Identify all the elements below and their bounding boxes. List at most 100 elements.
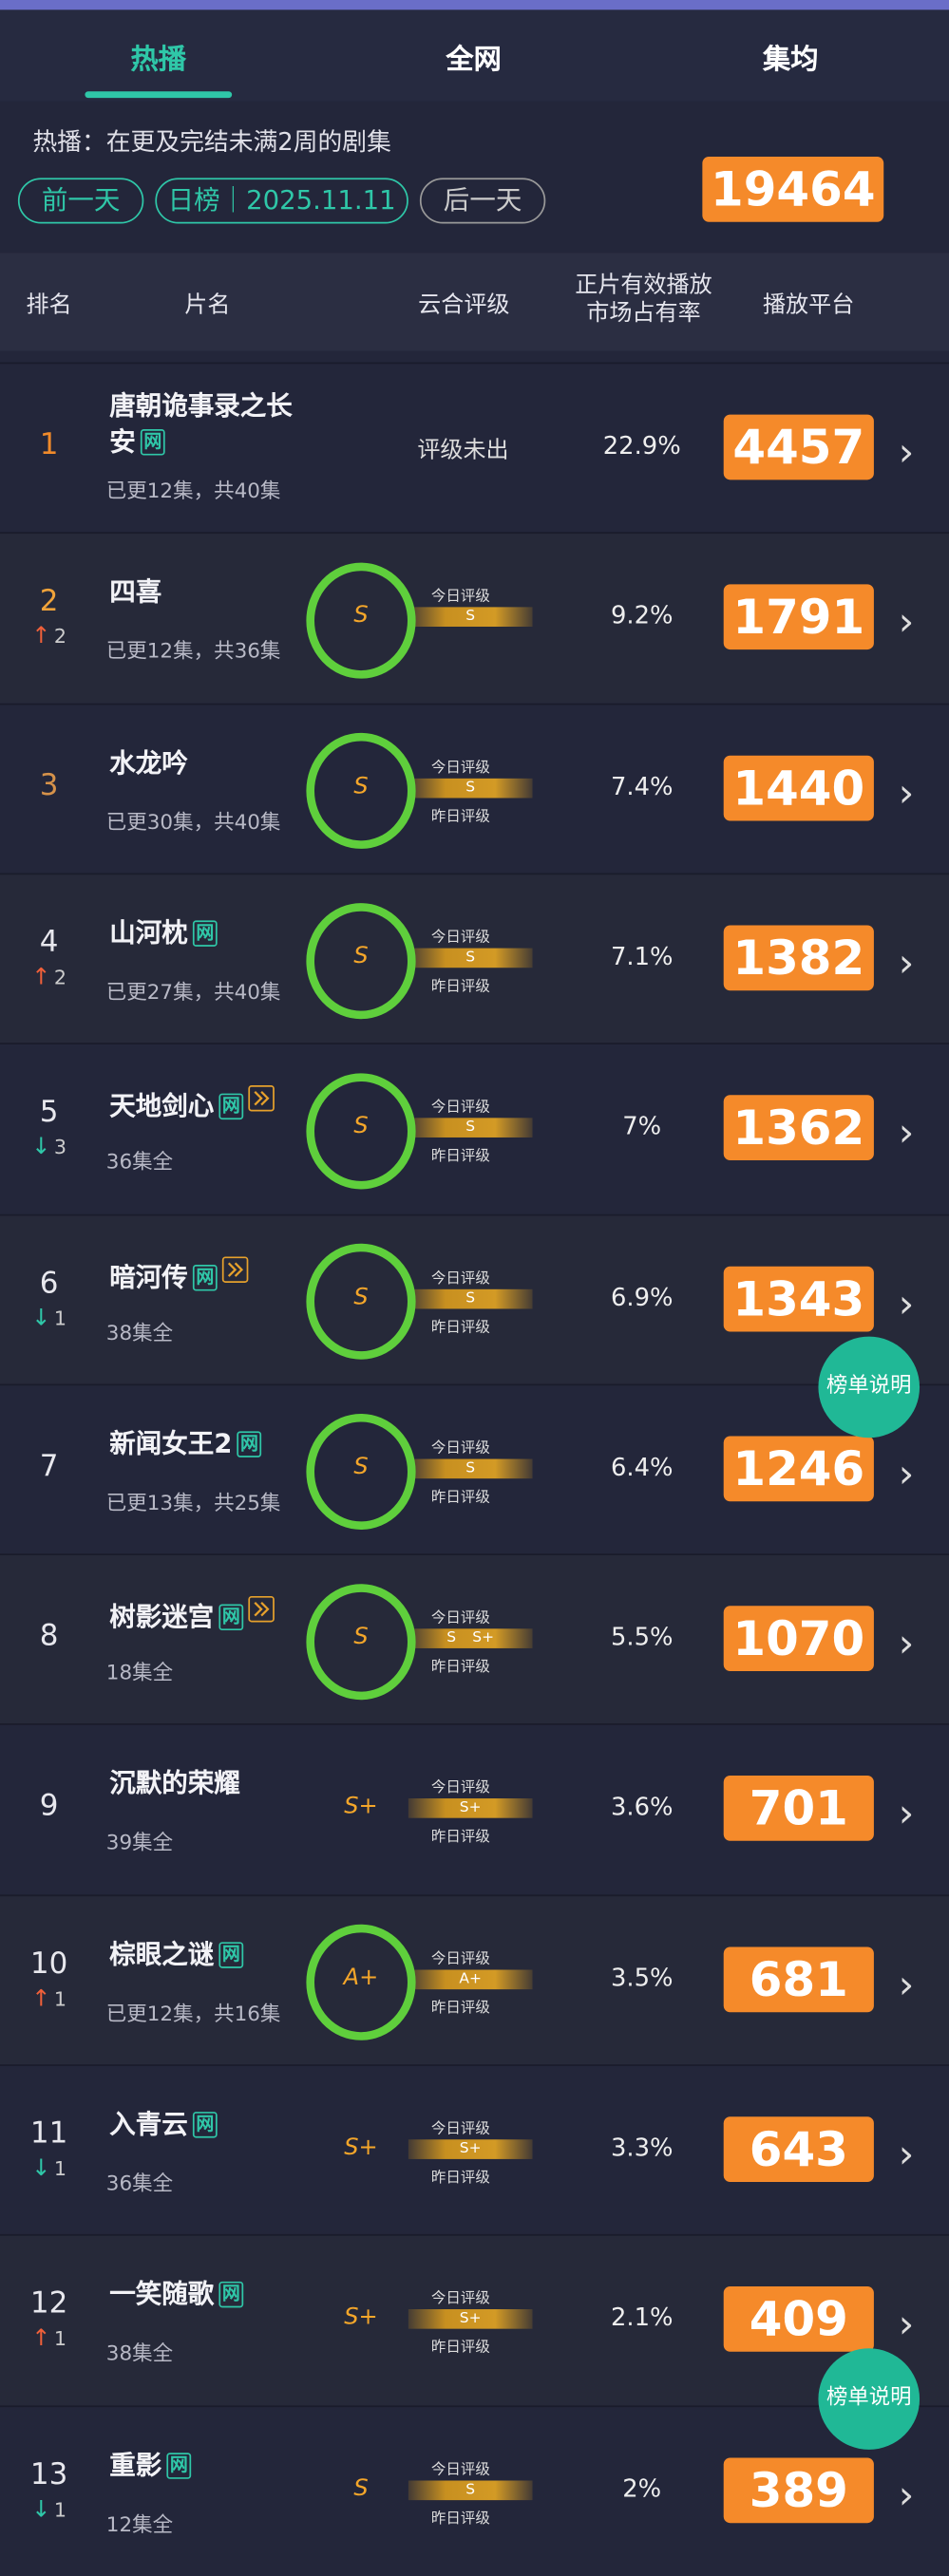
rating: S [353,2474,369,2502]
rating: S [353,602,369,630]
row-arrow: › [898,1450,915,1496]
tag: 网 [237,1430,262,1457]
show-title: 入青云网 [109,2107,313,2143]
bar-rating: S [465,1119,476,1137]
hand-drawn-circle [306,1073,416,1190]
market-share: 7.1% [610,941,674,971]
rank-change: ↓ 1 [20,1305,79,1331]
bar-label: 今日评级 [430,589,490,607]
show-title: 天地剑心网 [109,1085,313,1124]
rating-bar: S+ [408,2309,533,2330]
trend-arrow: ↓ [31,2155,51,2182]
change-value: 1 [53,1986,66,2010]
play-icon [248,1085,275,1112]
change-value: 3 [53,1136,66,1159]
row-arrow: › [898,1620,915,1667]
episodes: 已更12集，共40集 [105,478,281,503]
rating: S [353,772,369,799]
bar-label: 今日评级 [430,1270,490,1288]
hand-drawn-circle [306,562,416,679]
tag: 网 [192,920,218,947]
rating-bar: S+ [408,2139,533,2159]
rank: 10 [29,1946,68,1982]
rating-bar: S [408,2479,533,2500]
play-icon [221,1255,249,1283]
bar-label: 昨日评级 [430,1489,490,1507]
platform-value: 1362 [723,1095,874,1161]
row-arrow: › [898,1110,915,1156]
help-text: 榜单说明 [826,1374,912,1399]
header: 排名 [26,291,72,319]
bar-label: 今日评级 [430,2461,490,2479]
trend-arrow: ↓ [31,2495,51,2523]
title-text: 重影 [109,2449,162,2480]
title-text: 天地剑心 [109,1090,215,1122]
header: 播放平台 [762,291,855,319]
title-text: 沉默的荣耀 [109,1768,240,1799]
platform-value: 1791 [723,584,874,650]
market-share: 2.1% [610,2303,674,2333]
title-text: 棕眼之谜 [109,1938,215,1969]
episodes: 38集全 [105,1319,174,1344]
header-band [0,253,949,351]
rank-change: ↑ 1 [20,1985,79,2012]
market-share: 22.9% [602,430,681,461]
row-arrow: › [898,2472,915,2518]
header: 片名 [184,291,231,319]
show-title: 暗河传网 [109,1255,313,1295]
trend-arrow: ↑ [31,964,51,991]
platform-value: 1343 [723,1265,874,1331]
market-share: 7.4% [610,771,674,801]
tag: 网 [218,1941,244,1968]
market-share: 6.4% [610,1452,674,1482]
tab[interactable]: 热播 [130,44,187,77]
rank: 4 [39,925,59,960]
bar-rating: S [465,950,476,967]
hand-drawn-circle [306,1584,416,1701]
next-day-button[interactable]: 后一天 [419,178,546,224]
platform-value: 409 [723,2286,874,2353]
title-text: 新闻女王2 [109,1427,233,1459]
platform-value: 1440 [723,755,874,820]
rank: 1 [39,427,59,462]
header: 云合评级 [418,291,510,319]
episodes: 已更12集，共36集 [105,638,281,664]
rank-change: ↑ 2 [20,965,79,991]
market-share: 7% [622,1111,662,1141]
help-button[interactable]: 榜单说明 [818,2348,921,2450]
rating: A+ [343,1964,379,1991]
date-button[interactable]: 日榜｜2025.11.11 [155,178,408,224]
bar-label: 今日评级 [430,1610,490,1627]
tag: 网 [218,1604,244,1631]
rank-change: ↓ 3 [20,1135,79,1161]
platform-value: 643 [723,2116,874,2182]
bar-label: 昨日评级 [430,808,490,825]
bar-label: 昨日评级 [430,2341,490,2358]
play-glyph [254,1091,270,1106]
row-arrow: › [898,1280,915,1326]
help-button[interactable]: 榜单说明 [818,1336,921,1438]
change-value: 1 [53,2497,66,2521]
rank: 5 [39,1095,59,1130]
header: 正片有效播放 市场占有率 [561,273,725,328]
tab[interactable]: 集均 [762,44,819,77]
episodes: 已更30集，共40集 [105,808,281,834]
rating-bar: S S+ [408,1628,533,1649]
bar-label: 昨日评级 [430,1660,490,1677]
row-arrow: › [898,769,915,816]
rank-change: ↑ 2 [20,624,79,650]
episodes: 39集全 [105,1830,174,1855]
hand-drawn-circle [306,1243,416,1360]
prev-day-button[interactable]: 前一天 [17,178,144,224]
bar-label: 昨日评级 [430,2000,490,2017]
rating-bar: S [408,1288,533,1308]
show-title: 沉默的荣耀 [109,1766,313,1802]
rating: 评级未出 [417,437,509,464]
header-line: 正片有效播放 [575,273,712,299]
change-value: 1 [53,2327,66,2351]
bar-label: 昨日评级 [430,2510,490,2528]
tab[interactable]: 全网 [446,44,502,77]
change-value: 1 [53,2157,66,2181]
hand-drawn-circle [306,1413,416,1530]
